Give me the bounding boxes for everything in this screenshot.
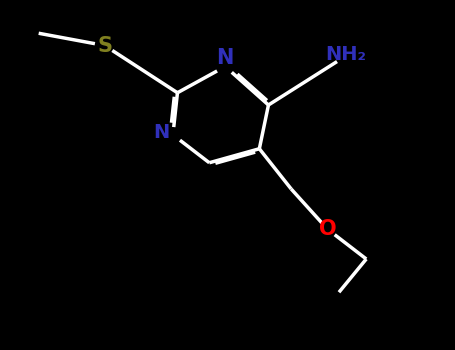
Text: S: S [97, 35, 112, 56]
Text: N: N [217, 48, 234, 68]
Text: O: O [319, 219, 336, 239]
Text: N: N [153, 124, 170, 142]
Text: NH₂: NH₂ [325, 45, 366, 64]
